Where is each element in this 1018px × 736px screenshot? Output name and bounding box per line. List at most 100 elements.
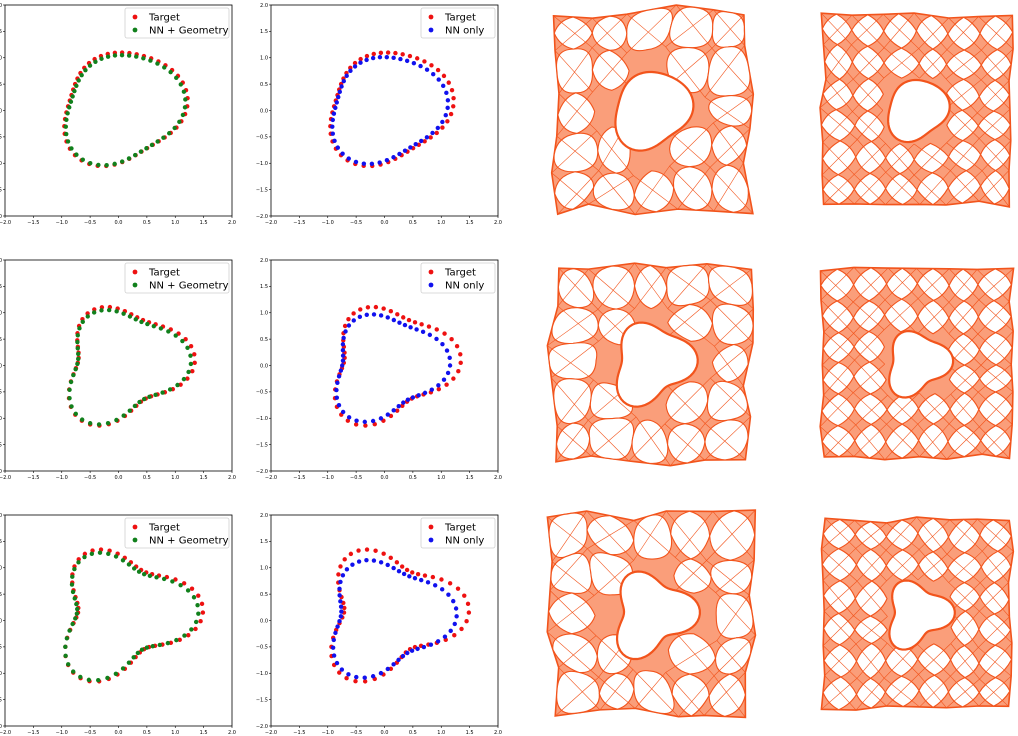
data-point xyxy=(92,307,97,312)
legend-marker xyxy=(132,269,138,275)
data-point xyxy=(358,307,363,312)
lattice-strut xyxy=(599,669,634,711)
x-tick-label: 2.0 xyxy=(228,220,236,226)
data-point xyxy=(174,75,179,81)
legend-marker xyxy=(132,27,138,33)
data-point xyxy=(183,97,188,102)
lattice-strut xyxy=(948,550,983,583)
data-point xyxy=(414,327,419,332)
data-point xyxy=(415,56,420,61)
data-point xyxy=(131,655,136,660)
legend-marker xyxy=(132,537,138,543)
data-point xyxy=(196,611,201,616)
lattice-strut xyxy=(950,394,980,428)
data-point xyxy=(82,554,87,560)
data-point xyxy=(363,423,368,428)
lattice-strut xyxy=(855,548,887,582)
data-point xyxy=(429,63,434,68)
lattice-strut xyxy=(980,331,1014,366)
lattice-regular-icon xyxy=(819,12,1014,208)
data-point xyxy=(158,326,164,331)
lattice-strut xyxy=(853,333,885,365)
data-point xyxy=(104,162,109,168)
data-point xyxy=(181,376,187,382)
data-point xyxy=(435,639,441,644)
lattice-pore xyxy=(918,674,950,708)
data-point xyxy=(334,395,340,400)
x-tick-label: 1.5 xyxy=(200,475,208,481)
lattice-strut xyxy=(885,143,915,173)
lattice-deformed-icon xyxy=(546,262,755,467)
data-point xyxy=(167,131,172,136)
data-point xyxy=(67,387,72,392)
data-point xyxy=(453,606,459,611)
lattice-strut xyxy=(855,677,885,711)
lattice-strut xyxy=(667,263,708,309)
lattice-strut xyxy=(981,170,1010,208)
data-point xyxy=(400,52,405,57)
data-point xyxy=(333,105,338,111)
data-point xyxy=(419,138,424,144)
y-tick-label: 0.0 xyxy=(0,108,2,114)
legend-marker xyxy=(132,524,138,530)
lattice-strut xyxy=(948,17,982,51)
data-point xyxy=(447,355,452,361)
data-point xyxy=(68,379,74,385)
y-tick-label: 1.5 xyxy=(260,284,268,290)
data-point xyxy=(353,159,359,165)
data-point xyxy=(64,117,69,122)
y-tick-label: 1.0 xyxy=(260,56,268,62)
data-point xyxy=(373,304,379,310)
data-point xyxy=(454,344,460,349)
lattice-strut xyxy=(853,580,887,616)
y-tick-label: −1.5 xyxy=(0,187,2,193)
data-point xyxy=(86,677,92,683)
lattice-strut xyxy=(554,50,593,93)
y-tick-label: 0.0 xyxy=(260,363,268,369)
data-point xyxy=(127,314,133,319)
data-point xyxy=(371,51,376,57)
lattice-strut xyxy=(919,170,951,205)
data-point xyxy=(91,310,97,315)
data-point xyxy=(378,313,384,318)
data-point xyxy=(126,156,132,161)
data-point xyxy=(133,317,138,322)
lattice-pore xyxy=(633,670,675,715)
data-point xyxy=(440,125,445,130)
lattice-strut xyxy=(977,333,1012,365)
data-point xyxy=(69,582,75,587)
data-point xyxy=(343,329,348,334)
x-tick-label: −2.0 xyxy=(265,475,277,481)
legend-label: Target xyxy=(148,13,180,24)
lattice-strut xyxy=(626,4,677,54)
lattice-strut xyxy=(667,300,711,337)
data-point xyxy=(342,323,348,329)
data-point xyxy=(83,67,88,73)
data-point xyxy=(69,404,74,409)
data-point xyxy=(186,633,191,638)
lattice-strut xyxy=(883,677,920,708)
lattice-strut xyxy=(856,642,888,679)
x-tick-label: 0.5 xyxy=(143,220,151,226)
lattice-strut xyxy=(597,262,635,310)
scatter-plot: −2.0 −1.5 −1.0 −0.5 0.0 0.5 1.0 1.5 2.0 −2.0 −1.5 −… xyxy=(256,513,502,736)
data-point xyxy=(424,67,430,72)
y-tick-label: 1.5 xyxy=(260,29,268,35)
data-point xyxy=(378,416,384,421)
x-tick-label: 1.0 xyxy=(171,730,179,736)
data-point xyxy=(458,352,463,357)
lattice-strut xyxy=(664,423,705,461)
lattice-strut xyxy=(978,675,1012,707)
lattice-strut xyxy=(950,365,982,395)
y-tick-label: 0.0 xyxy=(260,618,268,624)
data-point xyxy=(357,314,363,320)
data-point xyxy=(420,329,426,335)
lattice-strut xyxy=(978,268,1014,300)
data-point xyxy=(354,418,359,423)
lattice-strut xyxy=(556,91,593,137)
data-point xyxy=(190,368,195,374)
data-point xyxy=(452,633,457,638)
lattice-strut xyxy=(854,329,885,361)
y-tick-label: 1.0 xyxy=(260,566,268,572)
